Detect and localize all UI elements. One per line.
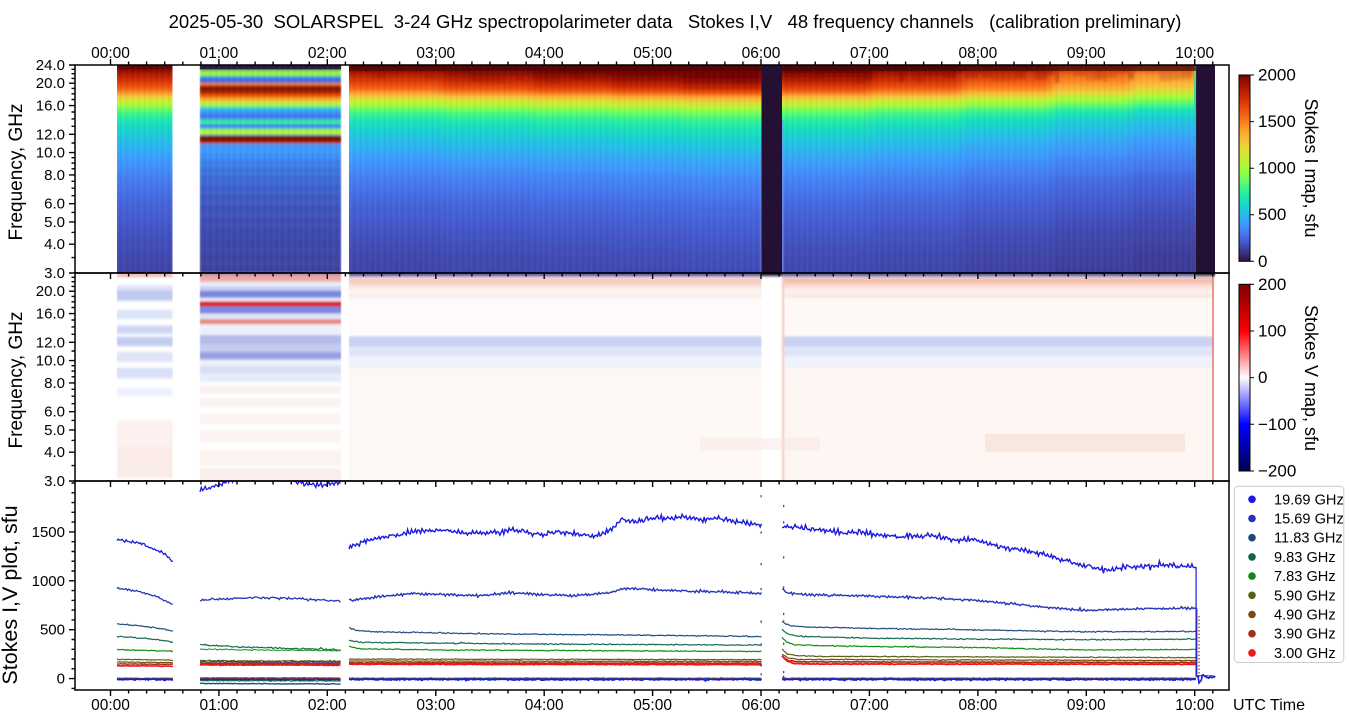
svg-text:500: 500	[40, 622, 65, 639]
svg-text:01:00: 01:00	[200, 697, 239, 714]
svg-text:0: 0	[57, 671, 65, 688]
svg-text:06:00: 06:00	[742, 697, 781, 714]
svg-text:02:00: 02:00	[308, 45, 347, 62]
svg-text:5.0: 5.0	[44, 422, 65, 439]
svg-text:1500: 1500	[32, 524, 65, 541]
svg-text:100: 100	[1258, 322, 1286, 341]
svg-text:10:00: 10:00	[1175, 697, 1214, 714]
svg-text:Frequency, GHz: Frequency, GHz	[6, 312, 27, 449]
svg-text:19.69 GHz: 19.69 GHz	[1274, 492, 1344, 508]
svg-text:05:00: 05:00	[633, 45, 672, 62]
svg-text:09:00: 09:00	[1067, 45, 1106, 62]
svg-text:3.0: 3.0	[44, 473, 65, 490]
svg-text:00:00: 00:00	[91, 697, 130, 714]
svg-text:12.0: 12.0	[36, 334, 65, 351]
svg-text:03:00: 03:00	[416, 697, 455, 714]
svg-text:3.0: 3.0	[44, 265, 65, 282]
svg-text:Stokes V map, sfu: Stokes V map, sfu	[1301, 305, 1321, 451]
svg-text:8.0: 8.0	[44, 375, 65, 392]
svg-text:1000: 1000	[32, 573, 65, 590]
svg-text:0: 0	[1258, 368, 1267, 387]
svg-text:5.90 GHz: 5.90 GHz	[1274, 588, 1336, 604]
svg-text:4.0: 4.0	[44, 236, 65, 253]
svg-text:03:00: 03:00	[416, 45, 455, 62]
svg-text:6.0: 6.0	[44, 196, 65, 213]
svg-text:20.0: 20.0	[36, 75, 65, 92]
svg-text:16.0: 16.0	[36, 98, 65, 115]
svg-text:01:00: 01:00	[200, 45, 239, 62]
svg-text:15.69 GHz: 15.69 GHz	[1274, 512, 1344, 528]
svg-text:06:00: 06:00	[742, 45, 781, 62]
svg-text:8.0: 8.0	[44, 167, 65, 184]
svg-text:9.83 GHz: 9.83 GHz	[1274, 550, 1336, 566]
svg-text:5.0: 5.0	[44, 214, 65, 231]
svg-text:1000: 1000	[1258, 159, 1296, 178]
svg-text:16.0: 16.0	[36, 306, 65, 323]
svg-text:20.0: 20.0	[36, 283, 65, 300]
svg-text:24.0: 24.0	[36, 57, 65, 74]
svg-text:Stokes I map, sfu: Stokes I map, sfu	[1301, 98, 1321, 237]
svg-text:Frequency, GHz: Frequency, GHz	[6, 104, 27, 241]
svg-text:3.00 GHz: 3.00 GHz	[1274, 646, 1336, 662]
svg-text:08:00: 08:00	[959, 697, 998, 714]
svg-text:4.0: 4.0	[44, 444, 65, 461]
svg-text:3.90 GHz: 3.90 GHz	[1274, 627, 1336, 643]
svg-text:07:00: 07:00	[850, 45, 889, 62]
svg-text:1500: 1500	[1258, 112, 1296, 131]
svg-text:00:00: 00:00	[91, 45, 130, 62]
svg-text:02:00: 02:00	[308, 697, 347, 714]
svg-text:6.0: 6.0	[44, 404, 65, 421]
svg-text:4.90 GHz: 4.90 GHz	[1274, 608, 1336, 624]
svg-text:Stokes I,V plot, sfu: Stokes I,V plot, sfu	[0, 505, 22, 684]
svg-text:200: 200	[1258, 275, 1286, 294]
svg-text:10.0: 10.0	[36, 145, 65, 162]
svg-text:10.0: 10.0	[36, 353, 65, 370]
svg-text:07:00: 07:00	[850, 697, 889, 714]
svg-text:−200: −200	[1258, 462, 1296, 481]
svg-text:−100: −100	[1258, 415, 1296, 434]
svg-text:10:00: 10:00	[1175, 45, 1214, 62]
svg-text:2000: 2000	[1258, 66, 1296, 85]
svg-text:09:00: 09:00	[1067, 697, 1106, 714]
svg-text:04:00: 04:00	[525, 45, 564, 62]
svg-text:05:00: 05:00	[633, 697, 672, 714]
svg-text:11.83 GHz: 11.83 GHz	[1274, 531, 1343, 547]
svg-text:7.83 GHz: 7.83 GHz	[1274, 569, 1336, 585]
svg-text:0: 0	[1258, 252, 1267, 271]
svg-text:500: 500	[1258, 205, 1286, 224]
svg-text:UTC Time: UTC Time	[1233, 697, 1305, 714]
svg-text:08:00: 08:00	[959, 45, 998, 62]
svg-text:04:00: 04:00	[525, 697, 564, 714]
svg-text:12.0: 12.0	[36, 126, 65, 143]
svg-text:2025-05-30 SOLARSPEL 3-24 GH: 2025-05-30 SOLARSPEL 3-24 GHz spectropol…	[169, 11, 1182, 32]
